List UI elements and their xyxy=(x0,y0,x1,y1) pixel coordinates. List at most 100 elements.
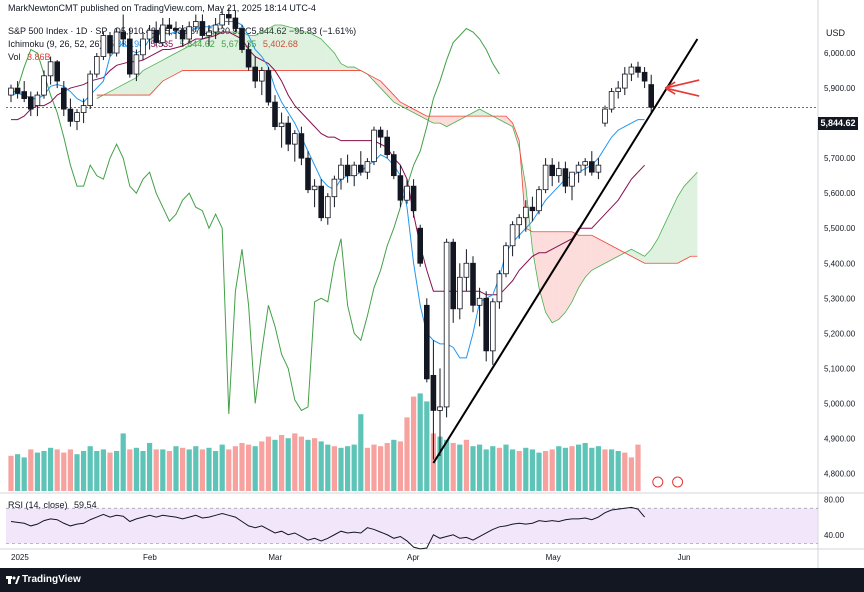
kumo-segment xyxy=(380,81,388,96)
volume-bar xyxy=(226,449,232,491)
volume-bar xyxy=(133,447,139,491)
volume-bar xyxy=(510,449,516,491)
candle-body xyxy=(404,185,410,201)
candle-body xyxy=(384,136,390,156)
price-tick-label: 5,700.00 xyxy=(824,154,856,163)
kumo-segment xyxy=(261,28,269,71)
candle-body xyxy=(291,133,298,145)
kumo-segment xyxy=(288,26,295,71)
candle-body xyxy=(258,70,265,82)
kumo-segment xyxy=(473,109,480,117)
time-tick-label: Feb xyxy=(143,553,157,562)
time-tick-label: Mar xyxy=(268,553,282,562)
candle-body xyxy=(423,304,430,380)
volume-bar xyxy=(259,441,265,491)
candle-body xyxy=(556,168,562,177)
ichimoku-legend[interactable]: Ichimoku (9, 26, 52, 26) 5,838.98 5,535 … xyxy=(8,39,302,49)
candle-body xyxy=(476,297,483,306)
volume-bar xyxy=(470,446,476,491)
volume-bar xyxy=(285,438,291,491)
candle-body xyxy=(456,276,463,310)
candle-body xyxy=(430,374,437,411)
kumo-segment xyxy=(413,109,421,117)
candle-body xyxy=(311,185,318,191)
volume-bar xyxy=(529,449,535,491)
kumo-segment xyxy=(209,32,216,71)
kumo-segment xyxy=(624,249,632,257)
kumo-segment xyxy=(677,186,685,264)
volume-bar xyxy=(609,449,615,491)
annotation-arrow-icon xyxy=(664,79,700,97)
volume-bar xyxy=(28,449,34,491)
volume-bar xyxy=(562,447,568,491)
volume-bar xyxy=(219,444,225,491)
kumo-segment xyxy=(387,88,394,103)
kumo-segment xyxy=(453,116,460,124)
rsi-tick-label: 80.00 xyxy=(824,495,845,504)
symbol-name[interactable]: S&P 500 Index · 1D · SP xyxy=(8,26,108,36)
volume-bar xyxy=(411,396,417,491)
price-tick-label: 5,400.00 xyxy=(824,259,856,268)
candle-body xyxy=(219,14,226,26)
event-marker-icon xyxy=(652,476,664,488)
candle-body xyxy=(278,122,285,128)
candle-body xyxy=(450,241,456,310)
footer-brand[interactable]: TradingView xyxy=(22,574,81,585)
rsi-legend[interactable]: RSI (14, close) 59.54 xyxy=(8,500,101,510)
volume-bar xyxy=(292,433,298,491)
volume-bar xyxy=(279,435,285,491)
candle-body xyxy=(536,189,542,212)
candle-body xyxy=(305,157,311,191)
candle-body xyxy=(529,206,536,212)
candle-body xyxy=(94,56,100,75)
price-tick-label: 5,200.00 xyxy=(824,329,856,338)
volume-bar xyxy=(391,439,397,491)
price-tick-label: 4,900.00 xyxy=(824,434,856,443)
volume-bar xyxy=(74,454,80,491)
volume-bar xyxy=(127,449,133,491)
candle-body xyxy=(245,49,252,68)
candle-body xyxy=(344,164,351,177)
kijun-line xyxy=(11,31,645,296)
volume-bar xyxy=(602,449,608,491)
volume-bar xyxy=(153,449,159,491)
volume-bar xyxy=(41,451,47,491)
kumo-segment xyxy=(176,49,183,75)
volume-bar xyxy=(483,449,489,491)
volume-bar xyxy=(397,441,403,491)
volume-bar xyxy=(569,446,575,491)
tradingview-logo-icon xyxy=(6,576,20,584)
kumo-segment xyxy=(664,210,671,264)
volume-bar xyxy=(114,451,120,491)
volume-bar xyxy=(595,446,601,491)
candle-body xyxy=(239,28,245,50)
volume-bar xyxy=(457,444,463,491)
volume-bar xyxy=(384,443,390,491)
volume-bar xyxy=(345,446,351,491)
ichimoku-lagging: 5,844.62 xyxy=(179,39,215,49)
price-tick-label: 5,300.00 xyxy=(824,294,856,303)
volume-bar xyxy=(180,447,186,491)
candle-body xyxy=(377,129,384,138)
volume-bar xyxy=(265,436,271,491)
volume-bar xyxy=(450,443,456,491)
time-tick-label: Jun xyxy=(678,553,691,562)
volume-bar xyxy=(444,439,450,491)
volume-bar xyxy=(21,457,27,491)
chart-canvas[interactable]: 4,800.00 4,900.00 5,000.00 5,100.00 5,200.00… xyxy=(0,0,864,568)
volume-bar xyxy=(81,451,87,491)
volume-bar xyxy=(556,446,562,491)
kumo-segment xyxy=(565,231,572,313)
candle-body xyxy=(357,164,364,173)
time-tick-label: 2025 xyxy=(11,553,29,562)
candle-body xyxy=(463,262,470,278)
candle-body xyxy=(582,161,588,166)
volume-bar xyxy=(140,451,146,491)
volume-bar xyxy=(325,444,331,491)
candle-body xyxy=(133,54,140,75)
volume-bar xyxy=(15,454,21,491)
volume-bar xyxy=(635,444,641,491)
kumo-segment xyxy=(644,249,652,264)
trendline xyxy=(432,38,699,464)
lagging-span-line xyxy=(10,27,500,414)
